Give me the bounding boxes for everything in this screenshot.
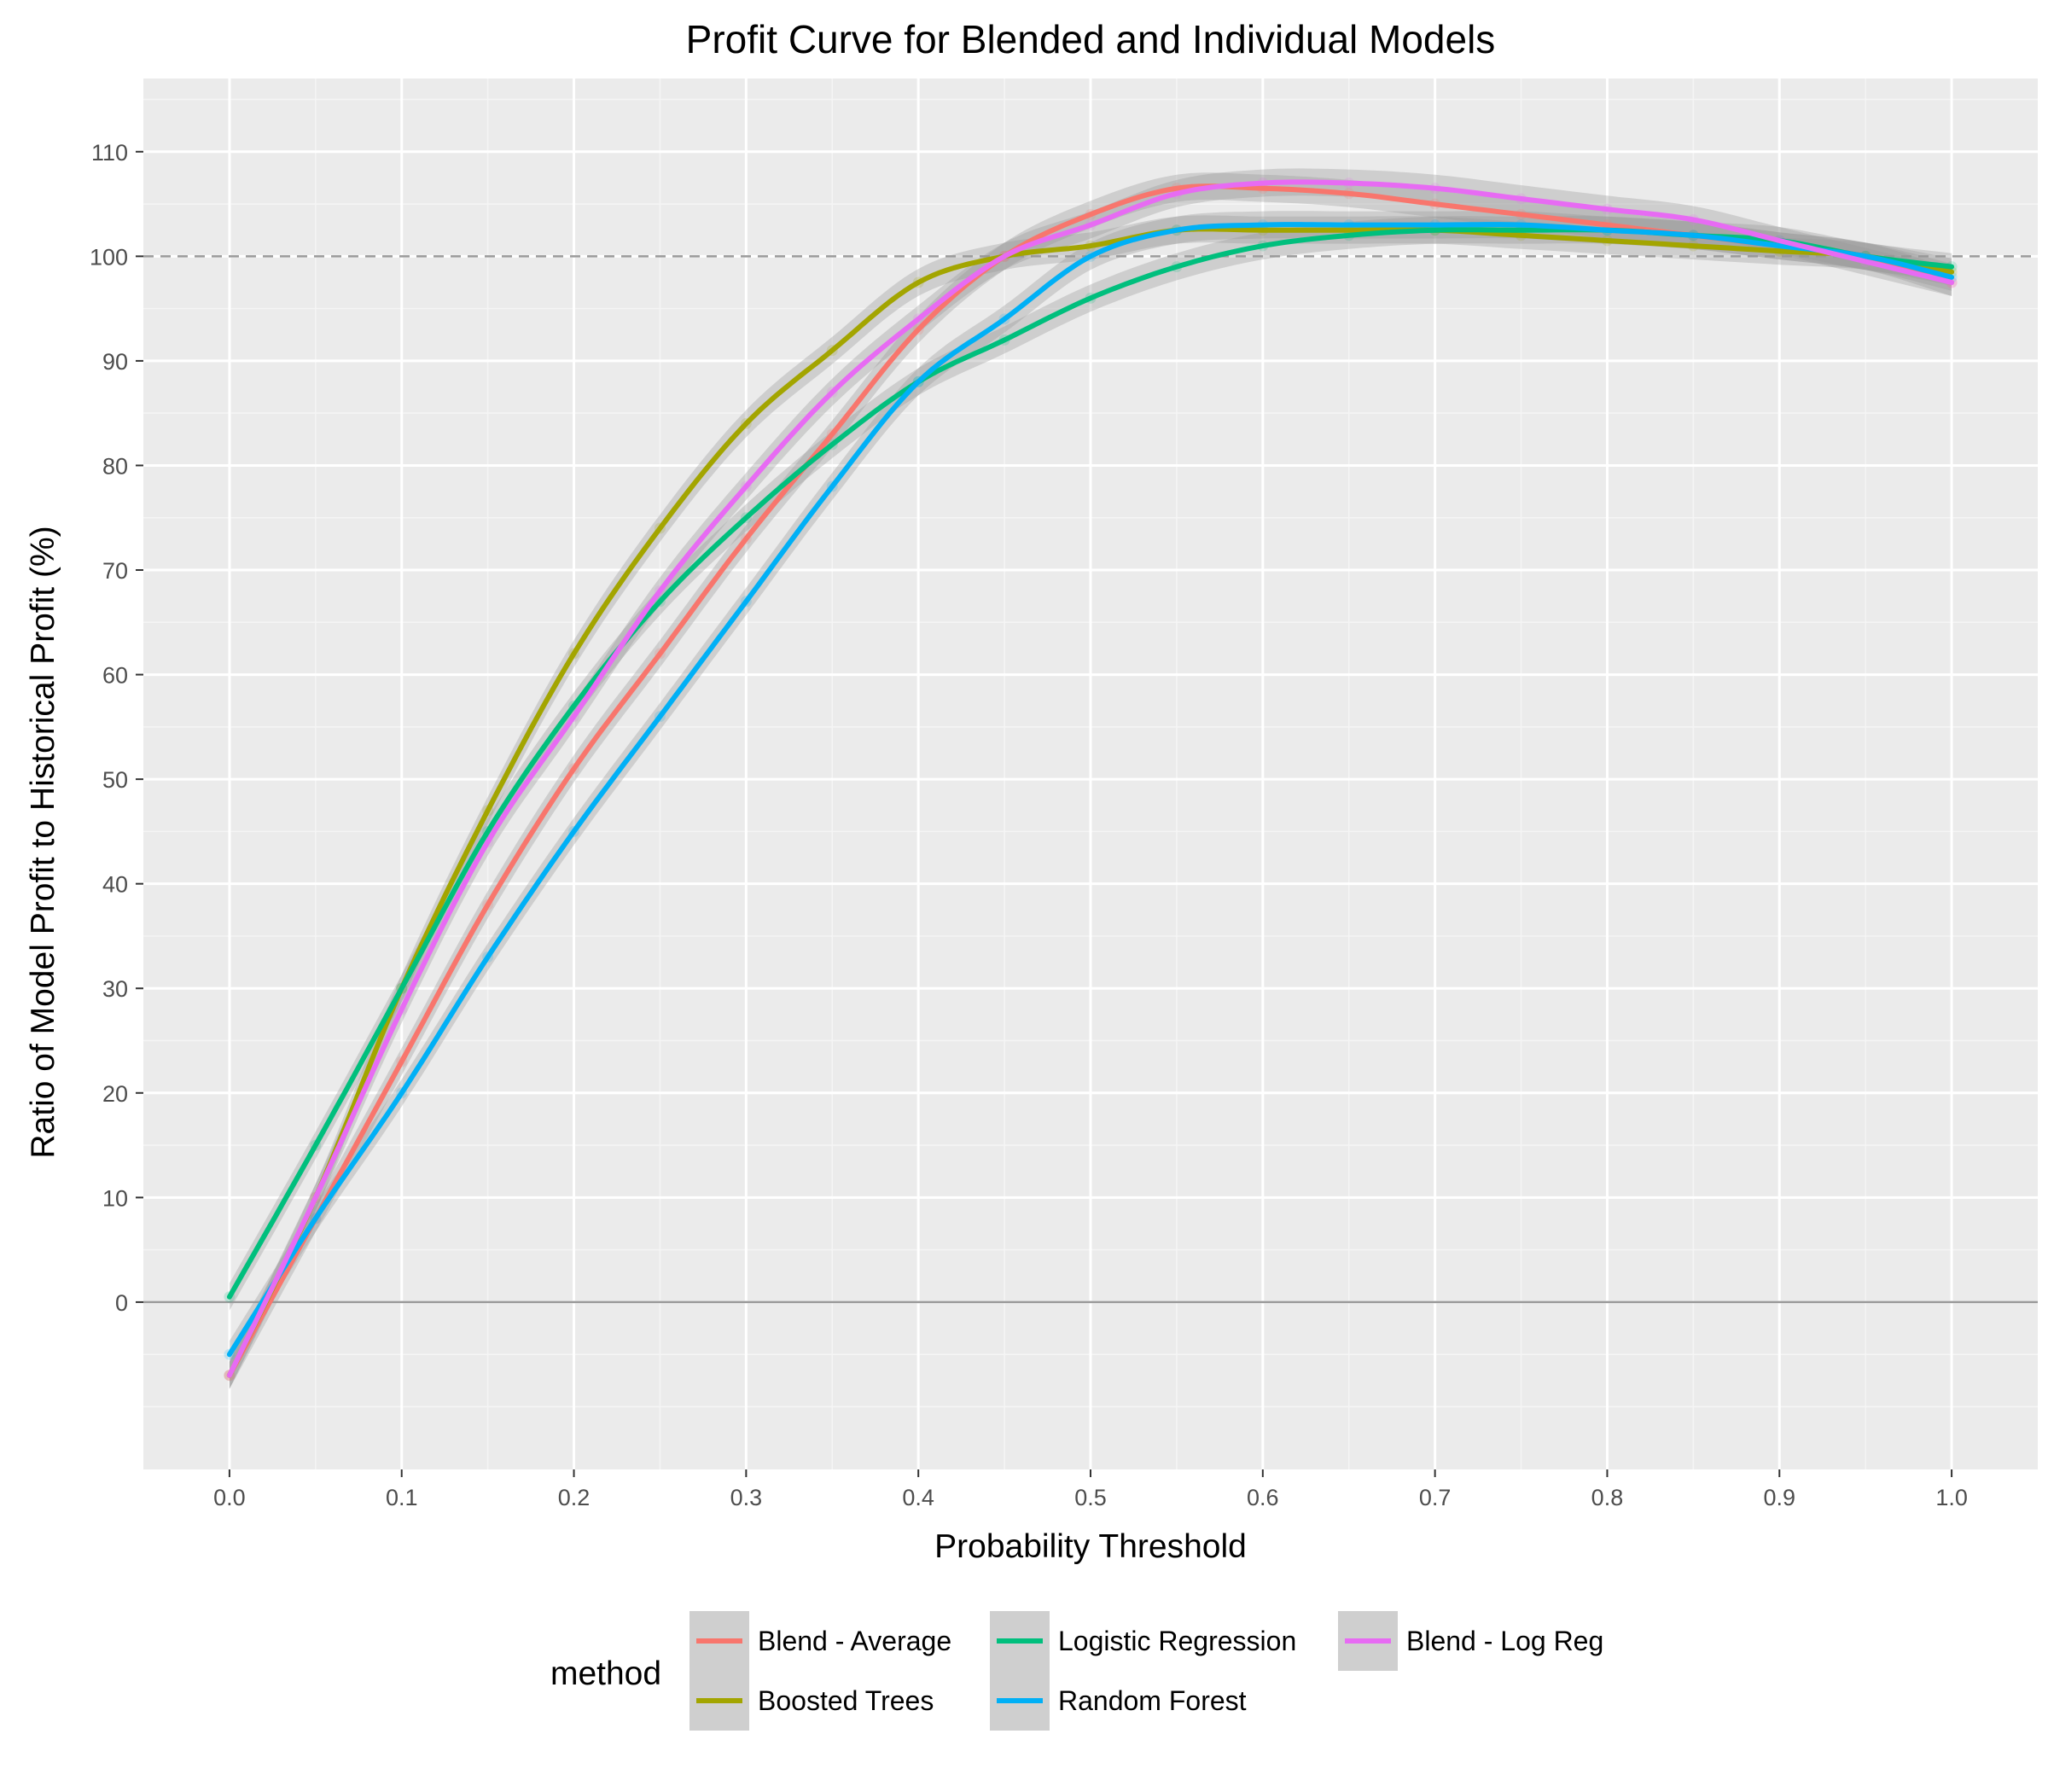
y-tick-label: 20 <box>102 1081 128 1107</box>
y-tick-label: 60 <box>102 663 128 689</box>
x-tick-label: 0.2 <box>558 1485 591 1510</box>
y-tick-label: 100 <box>90 244 128 270</box>
y-tick-label: 90 <box>102 349 128 375</box>
legend-label: Logistic Regression <box>1058 1626 1296 1656</box>
legend-label: Boosted Trees <box>758 1685 934 1716</box>
series-lines <box>226 179 1955 1378</box>
x-tick-label: 0.6 <box>1247 1485 1279 1510</box>
legend-label: Blend - Log Reg <box>1406 1626 1603 1656</box>
y-axis: 0 10 20 30 40 50 60 70 80 90 100 110 <box>90 140 143 1316</box>
y-tick-label: 30 <box>102 976 128 1002</box>
x-tick-label: 0.8 <box>1591 1485 1624 1510</box>
series-line-4 <box>226 222 1955 1358</box>
x-tick-label: 0.5 <box>1074 1485 1107 1510</box>
confidence-band-1 <box>229 172 1952 1389</box>
chart-title: Profit Curve for Blended and Individual … <box>686 17 1496 61</box>
y-tick-label: 110 <box>91 140 128 166</box>
y-tick-label: 40 <box>102 872 128 898</box>
x-tick-label: 0.0 <box>213 1485 246 1510</box>
x-tick-label: 0.4 <box>902 1485 934 1510</box>
legend-label: Blend - Average <box>758 1626 951 1656</box>
x-axis: 0.0 0.1 0.2 0.3 0.4 0.5 0.6 0.7 0.8 0.9 1.0 <box>213 1469 1968 1510</box>
x-tick-label: 0.3 <box>730 1485 763 1510</box>
x-axis-title: Probability Threshold <box>934 1528 1247 1565</box>
x-tick-label: 0.1 <box>386 1485 418 1510</box>
x-tick-label: 0.7 <box>1419 1485 1452 1510</box>
y-tick-label: 50 <box>102 767 128 793</box>
legend-title: method <box>550 1655 661 1692</box>
y-tick-label: 70 <box>102 558 128 584</box>
legend-label: Random Forest <box>1058 1685 1247 1716</box>
series-line-5 <box>226 179 1955 1378</box>
legend: method Blend - Average Logistic Regressio… <box>550 1611 1603 1731</box>
x-tick-label: 0.9 <box>1763 1485 1795 1510</box>
plot-panel <box>143 79 2038 1469</box>
y-tick-label: 10 <box>102 1185 128 1211</box>
y-axis-title: Ratio of Model Profit to Historical Prof… <box>25 526 61 1158</box>
series-line-2 <box>226 226 1955 1378</box>
y-tick-label: 80 <box>102 453 128 479</box>
y-tick-label: 0 <box>115 1290 128 1316</box>
x-tick-label: 1.0 <box>1935 1485 1968 1510</box>
confidence-bands <box>229 168 1952 1389</box>
